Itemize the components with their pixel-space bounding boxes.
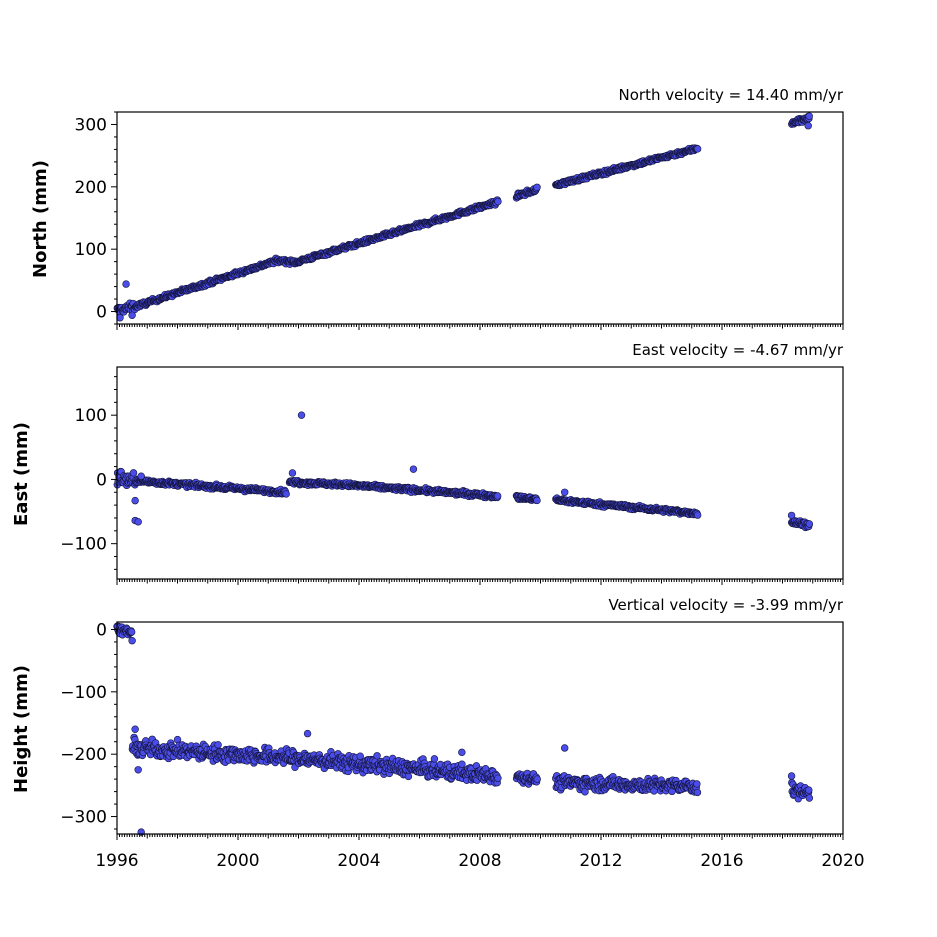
- x-tick-label: 1996: [95, 851, 138, 871]
- north-axes-frame: [116, 111, 844, 325]
- x-tick-label: 2020: [821, 851, 864, 871]
- data-point: [693, 788, 702, 797]
- data-point: [693, 145, 702, 153]
- y-tick-label: 100: [75, 240, 107, 260]
- data-point: [533, 775, 541, 783]
- vertical-velocity-title: Vertical velocity = -3.99 mm/yr: [608, 596, 843, 614]
- east-panel: East velocity = -4.67 mm/yr East (mm) −1…: [11, 341, 844, 585]
- y-tick-label: 200: [75, 178, 107, 198]
- data-point: [805, 786, 813, 794]
- north-data-points: [113, 112, 813, 322]
- east-data-points: [113, 411, 814, 532]
- data-point: [494, 774, 502, 782]
- x-tick-label: 2012: [579, 851, 622, 871]
- y-tick-label: 0: [96, 620, 107, 640]
- outlier-point: [134, 518, 142, 526]
- east-velocity-title: East velocity = -4.67 mm/yr: [632, 341, 844, 359]
- north-panel: North velocity = 14.40 mm/yr North (mm) …: [30, 86, 844, 330]
- east-y-axis-label: East (mm): [11, 422, 32, 526]
- data-point: [693, 780, 701, 788]
- outlier-point: [134, 766, 142, 774]
- outlier-point: [137, 472, 145, 480]
- east-axes-frame: [116, 366, 844, 580]
- outlier-point: [131, 496, 139, 505]
- height-data-points: [113, 622, 814, 836]
- y-tick-label: 0: [96, 303, 107, 323]
- data-point: [127, 628, 136, 636]
- height-panel: Vertical velocity = -3.99 mm/yr Height (…: [11, 596, 865, 871]
- data-point: [214, 741, 222, 749]
- x-tick-label: 2016: [700, 851, 743, 871]
- outlier-point: [560, 488, 569, 496]
- outlier-point: [560, 744, 569, 752]
- x-tick-label: 2008: [458, 851, 501, 871]
- data-point: [129, 469, 138, 477]
- data-point: [533, 183, 541, 191]
- north-y-axis-label: North (mm): [30, 160, 51, 278]
- outlier-point: [128, 637, 136, 645]
- x-tick-label: 2000: [216, 851, 259, 871]
- data-point: [282, 490, 290, 498]
- y-tick-label: 100: [75, 406, 107, 426]
- data-point: [430, 755, 439, 763]
- outlier-point: [409, 465, 418, 473]
- north-velocity-title: North velocity = 14.40 mm/yr: [619, 86, 844, 104]
- outlier-point: [787, 772, 796, 780]
- y-tick-label: 0: [96, 470, 107, 490]
- data-point: [404, 772, 413, 781]
- y-tick-label: −100: [60, 683, 107, 703]
- height-y-axis-label: Height (mm): [11, 665, 32, 793]
- y-tick-label: 300: [75, 115, 107, 135]
- data-point: [458, 760, 466, 768]
- outlier-point: [297, 411, 306, 419]
- y-tick-label: −200: [60, 745, 107, 765]
- y-tick-label: −300: [60, 808, 107, 828]
- data-point: [805, 112, 813, 120]
- data-point: [805, 520, 814, 528]
- y-tick-label: −100: [60, 535, 107, 555]
- data-point: [494, 197, 502, 206]
- data-point: [533, 496, 541, 505]
- outlier-point: [787, 511, 796, 520]
- data-point: [356, 752, 364, 760]
- outlier-point: [128, 311, 136, 319]
- data-point: [693, 511, 702, 519]
- x-tick-label: 2004: [337, 851, 380, 871]
- outlier-point: [303, 729, 312, 738]
- outlier-point: [804, 122, 812, 130]
- outlier-point: [116, 314, 124, 322]
- outlier-point: [288, 469, 297, 477]
- height-axes-frame: [116, 621, 844, 835]
- data-point: [373, 752, 381, 760]
- data-point: [805, 794, 814, 802]
- outlier-point: [458, 748, 466, 757]
- data-point: [493, 492, 502, 500]
- outlier-point: [131, 725, 139, 733]
- outlier-point: [122, 280, 130, 288]
